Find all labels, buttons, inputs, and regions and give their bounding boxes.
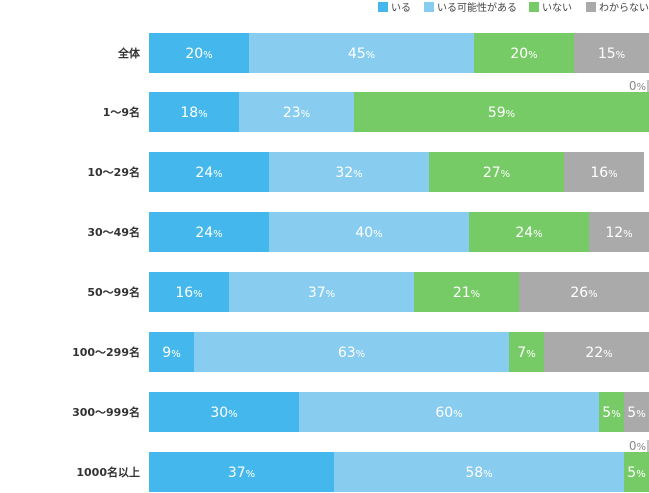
bar-segment <box>299 392 599 432</box>
category-label: 50〜99名 <box>87 285 140 299</box>
data-label: 40% <box>355 225 382 241</box>
data-label: 26% <box>570 285 597 301</box>
bar-segment <box>429 152 564 192</box>
data-label: 7% <box>517 345 535 361</box>
plot-area: 全体 20% 45% 20% 15% 1〜9名 18% 23% 59% 0% 10〜29名 24% 32… <box>72 33 649 492</box>
bar-segment <box>624 452 649 492</box>
category-label: 30〜49名 <box>87 225 140 239</box>
data-label: 58% <box>465 465 492 481</box>
bar-segment <box>624 392 649 432</box>
data-label: 5% <box>602 405 620 421</box>
bar-segment <box>149 392 299 432</box>
data-label: 59% <box>488 105 515 121</box>
legend-swatch <box>529 2 539 12</box>
data-label: 5% <box>627 465 645 481</box>
data-label: 37% <box>228 465 255 481</box>
data-label: 24% <box>195 225 222 241</box>
bar-row: 1〜9名 18% 23% 59% 0% <box>103 79 649 132</box>
data-label: 24% <box>515 225 542 241</box>
data-label: 20% <box>510 46 537 62</box>
category-label: 1〜9名 <box>103 105 140 119</box>
bar-segment <box>589 212 649 252</box>
data-label: 0% <box>629 439 646 453</box>
data-label: 16% <box>175 285 202 301</box>
data-label: 9% <box>162 345 180 361</box>
bar-segment <box>229 272 414 312</box>
bar-segment <box>574 33 649 73</box>
bar-row: 100〜299名 9% 63% 7% 22% <box>72 332 649 372</box>
bar-segment <box>149 33 249 73</box>
bar-segment <box>149 272 229 312</box>
legend-swatch <box>378 2 388 12</box>
legend-label: いる可能性がある <box>437 1 517 14</box>
bar-row: 30〜49名 24% 40% 24% 12% <box>87 212 649 252</box>
data-label: 22% <box>585 345 612 361</box>
bar-segment <box>334 452 624 492</box>
data-label: 20% <box>185 46 212 62</box>
bar-segment <box>149 92 239 132</box>
bar-row: 全体 20% 45% 20% 15% <box>117 33 649 73</box>
bar-segment <box>544 332 649 372</box>
legend-label: いる <box>391 2 411 14</box>
bar-segment <box>354 92 649 132</box>
data-label: 27% <box>483 165 510 181</box>
category-label: 1000名以上 <box>76 465 140 479</box>
data-label: 30% <box>210 405 237 421</box>
bar-segment <box>414 272 519 312</box>
bar-segment <box>249 33 474 73</box>
bar-segment <box>509 332 544 372</box>
bar-segment <box>474 33 574 73</box>
bar-segment <box>269 212 469 252</box>
bar-segment <box>564 152 644 192</box>
bar-segment <box>149 452 334 492</box>
data-label: 21% <box>453 285 480 301</box>
bar-segment <box>239 92 354 132</box>
data-label: 32% <box>335 165 362 181</box>
bar-row: 300〜999名 30% 60% 5% 5% <box>72 392 649 432</box>
bar-segment <box>519 272 649 312</box>
data-label: 5% <box>627 405 645 421</box>
data-label: 60% <box>435 405 462 421</box>
data-label: 45% <box>348 46 375 62</box>
bar-row: 1000名以上 37% 58% 5% 0% <box>76 439 649 492</box>
legend-swatch <box>586 2 596 12</box>
data-label: 37% <box>308 285 335 301</box>
data-label: 63% <box>338 345 365 361</box>
bar-segment <box>149 212 269 252</box>
bar-segment <box>194 332 509 372</box>
bar-segment <box>599 392 624 432</box>
legend-label: いない <box>542 2 572 14</box>
data-label: 0% <box>629 79 646 93</box>
legend-label: わからない <box>599 2 649 14</box>
category-label: 300〜999名 <box>72 405 140 419</box>
data-label: 15% <box>598 46 625 62</box>
bar-segment <box>149 332 194 372</box>
bar-segment <box>269 152 429 192</box>
category-label: 10〜29名 <box>87 165 140 179</box>
bar-segment <box>469 212 589 252</box>
legend: いる いる可能性がある いない わからない <box>378 1 649 14</box>
data-label: 24% <box>195 165 222 181</box>
data-label: 18% <box>180 105 207 121</box>
category-label: 全体 <box>117 46 141 60</box>
data-label: 12% <box>605 225 632 241</box>
data-label: 23% <box>283 105 310 121</box>
category-label: 100〜299名 <box>72 345 140 359</box>
bar-segment <box>149 152 269 192</box>
bar-row: 10〜29名 24% 32% 27% 16% <box>87 152 644 192</box>
legend-swatch <box>424 2 434 12</box>
data-label: 16% <box>590 165 617 181</box>
bar-row: 50〜99名 16% 37% 21% 26% <box>87 272 649 312</box>
